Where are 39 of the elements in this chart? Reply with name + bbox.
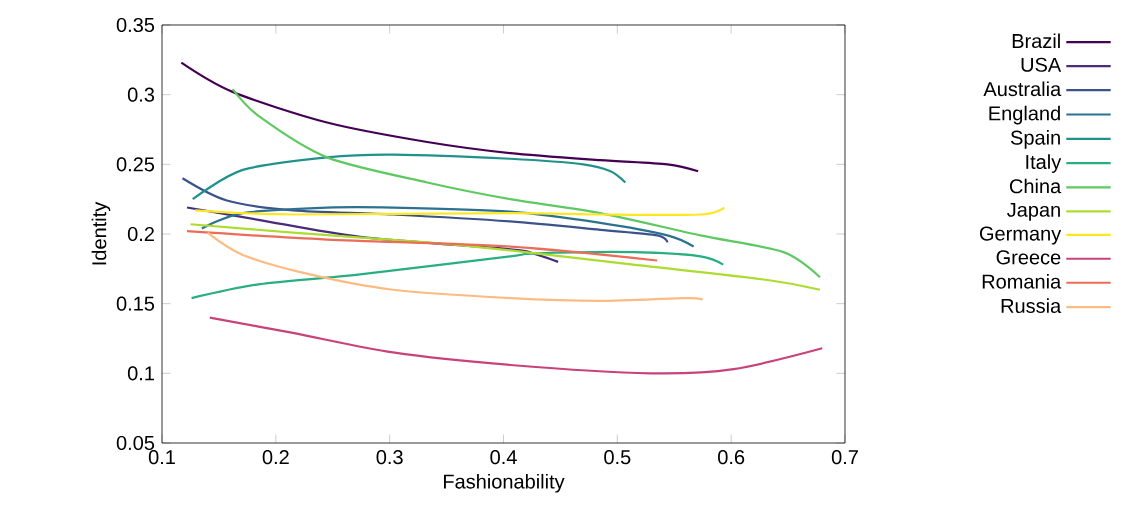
line-series <box>190 250 725 300</box>
legend-label: England <box>989 105 1060 125</box>
legend-label: Germany <box>979 226 1062 245</box>
y-tick-label: 0.1 <box>127 366 154 381</box>
legend-label: USA <box>1021 57 1062 72</box>
x-axis-title: Fashionability <box>443 473 565 493</box>
y-axis-title: Identity <box>91 201 111 265</box>
line-series <box>200 205 695 248</box>
y-tick-label: 0.05 <box>116 435 155 451</box>
line-series <box>208 316 824 375</box>
line-series <box>181 177 669 244</box>
line-series <box>191 153 627 201</box>
line-series <box>206 231 704 302</box>
line-series <box>189 223 822 291</box>
line-series <box>193 206 726 217</box>
y-tick-label: 0.3 <box>127 87 155 102</box>
y-tick-label: 0.25 <box>116 157 155 172</box>
legend-label: Greece <box>996 250 1061 265</box>
line-series <box>185 230 659 262</box>
legend-label: Australia <box>983 81 1062 97</box>
line-series <box>180 61 700 173</box>
y-tick-label: 0.2 <box>127 226 154 242</box>
x-tick-label: 0.4 <box>490 450 517 465</box>
legend-label: Italy <box>1026 154 1062 173</box>
x-tick-label: 0.6 <box>718 450 745 465</box>
legend-label: Brazil <box>1012 33 1060 49</box>
x-tick-label: 0.3 <box>376 450 403 465</box>
legend-label: China <box>1009 178 1062 194</box>
y-tick-label: 0.15 <box>116 296 155 311</box>
y-tick-label: 0.35 <box>116 17 155 33</box>
x-tick-label: 0.5 <box>604 450 631 465</box>
x-tick-label: 0.1 <box>148 450 175 465</box>
legend-label: Spain <box>1010 130 1060 149</box>
line-series <box>231 87 822 279</box>
legend-label: Russia <box>1001 298 1062 313</box>
legend-label: Romania <box>982 274 1062 289</box>
x-tick-label: 0.7 <box>831 450 858 465</box>
legend-label: Japan <box>1007 202 1060 221</box>
x-tick-label: 0.2 <box>262 450 289 465</box>
